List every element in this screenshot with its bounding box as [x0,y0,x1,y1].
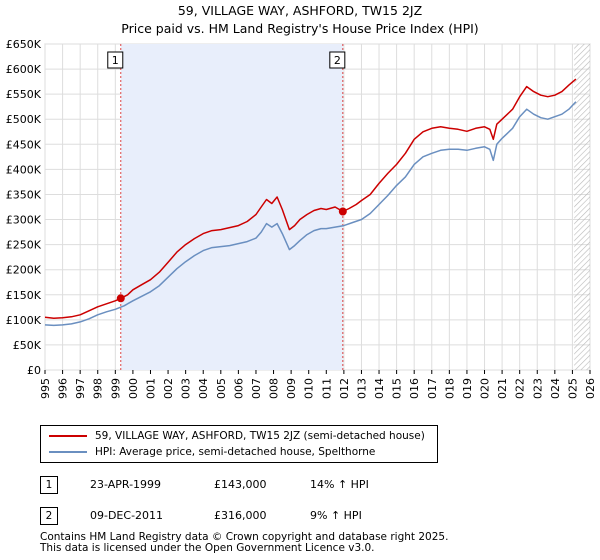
x-tick-label: 2001 [144,378,157,400]
y-tick-label: £550K [6,88,42,101]
y-tick-label: £0 [27,364,41,377]
y-tick-label: £300K [6,214,42,227]
x-tick-label: 2008 [268,378,281,400]
series-lines [44,78,577,327]
legend-label-property: 59, VILLAGE WAY, ASHFORD, TW15 2JZ (semi… [95,430,425,442]
y-axis-ticks: £0 £50K £100K £150K £200K £250K £300K £350K £400… [6,38,42,377]
x-tick-label: 2025 [566,378,579,400]
x-tick-label: 1996 [57,378,70,400]
transaction-hpi: 9% ↑ HPI [310,509,362,522]
transaction-row-1: 1 23-APR-1999 £143,000 14% ↑ HPI [0,476,600,496]
sale-1-label-box [107,51,124,69]
sale-period-shade [120,44,343,370]
x-tick-label: 1998 [92,378,105,400]
forecast-hatch [574,44,590,370]
property-series-line [44,78,577,320]
x-tick-label: 2019 [461,378,474,400]
x-tick-label: 2015 [391,378,404,400]
transaction-number: 1 [40,476,58,494]
x-tick-label: 2004 [197,378,210,400]
y-tick-label: £100K [6,314,42,327]
y-tick-label: £650K [6,38,42,51]
x-tick-label: 2013 [355,378,368,400]
x-tick-label: 2006 [232,378,245,400]
shaded-period [120,44,590,370]
sale-2-label-box [329,51,346,69]
y-tick-label: £500K [6,113,42,126]
chart-title: 59, VILLAGE WAY, ASHFORD, TW15 2JZ [177,3,423,18]
x-tick-label: 2023 [531,378,544,400]
y-tick-label: £450K [6,138,42,151]
sale-2-point [338,207,347,216]
legend-swatch-hpi [49,451,87,453]
chart-subtitle: Price paid vs. HM Land Registry's House … [121,21,479,36]
x-tick-label: 2010 [303,378,316,400]
y-tick-label: £150K [6,289,42,302]
transaction-hpi: 14% ↑ HPI [310,478,369,491]
x-tick-label: 2009 [285,378,298,400]
footer-copyright: Contains HM Land Registry data © Crown c… [40,531,449,543]
x-tick-label: 2018 [443,378,456,400]
legend-label-hpi: HPI: Average price, semi-detached house,… [95,446,376,458]
transaction-price: £316,000 [214,509,267,522]
transaction-price: £143,000 [214,478,267,491]
x-tick-label: 2024 [549,378,562,400]
footer: Contains HM Land Registry data © Crown c… [40,532,448,554]
chart-title-block: 59, VILLAGE WAY, ASHFORD, TW15 2JZ Price… [0,2,600,38]
footer-licence: This data is licensed under the Open Gov… [40,542,375,554]
x-tick-label: 2017 [426,378,439,400]
x-tick-label: 2011 [320,378,333,400]
y-tick-label: £350K [6,188,42,201]
legend: 59, VILLAGE WAY, ASHFORD, TW15 2JZ (semi… [40,425,438,463]
x-tick-label: 2000 [127,378,140,400]
y-tick-label: £200K [6,264,42,277]
x-tick-label: 1999 [109,378,122,400]
x-tick-label: 2002 [162,378,175,400]
sale-1-label: 1 [112,54,119,67]
y-tick-label: £600K [6,63,42,76]
y-tick-label: £50K [13,339,42,352]
y-tick-label: £250K [6,239,42,252]
x-tick-label: 2022 [514,378,527,400]
x-tick-label: 1997 [74,378,87,400]
x-tick-label: 2014 [373,378,386,400]
transaction-number: 2 [40,507,58,525]
x-tick-label: 1995 [39,378,52,400]
x-axis-ticks: 1995 1996 1997 1998 1999 2000 2001 2002 2003 2004… [39,370,597,400]
legend-swatch-property [49,435,87,437]
transaction-date: 09-DEC-2011 [90,509,164,522]
x-tick-label: 2005 [215,378,228,400]
sale-2-label: 2 [334,54,341,67]
transaction-date: 23-APR-1999 [90,478,162,491]
transaction-row-2: 2 09-DEC-2011 £316,000 9% ↑ HPI [0,507,600,527]
x-tick-label: 2021 [496,378,509,400]
sale-1-point [116,294,125,303]
x-tick-label: 2026 [584,378,597,400]
y-tick-label: £400K [6,163,42,176]
x-tick-label: 2020 [479,378,492,400]
x-tick-label: 2012 [338,378,351,400]
x-tick-label: 2007 [250,378,263,400]
x-tick-label: 2016 [408,378,421,400]
x-tick-label: 2003 [180,378,193,400]
hpi-series-line [44,101,577,327]
